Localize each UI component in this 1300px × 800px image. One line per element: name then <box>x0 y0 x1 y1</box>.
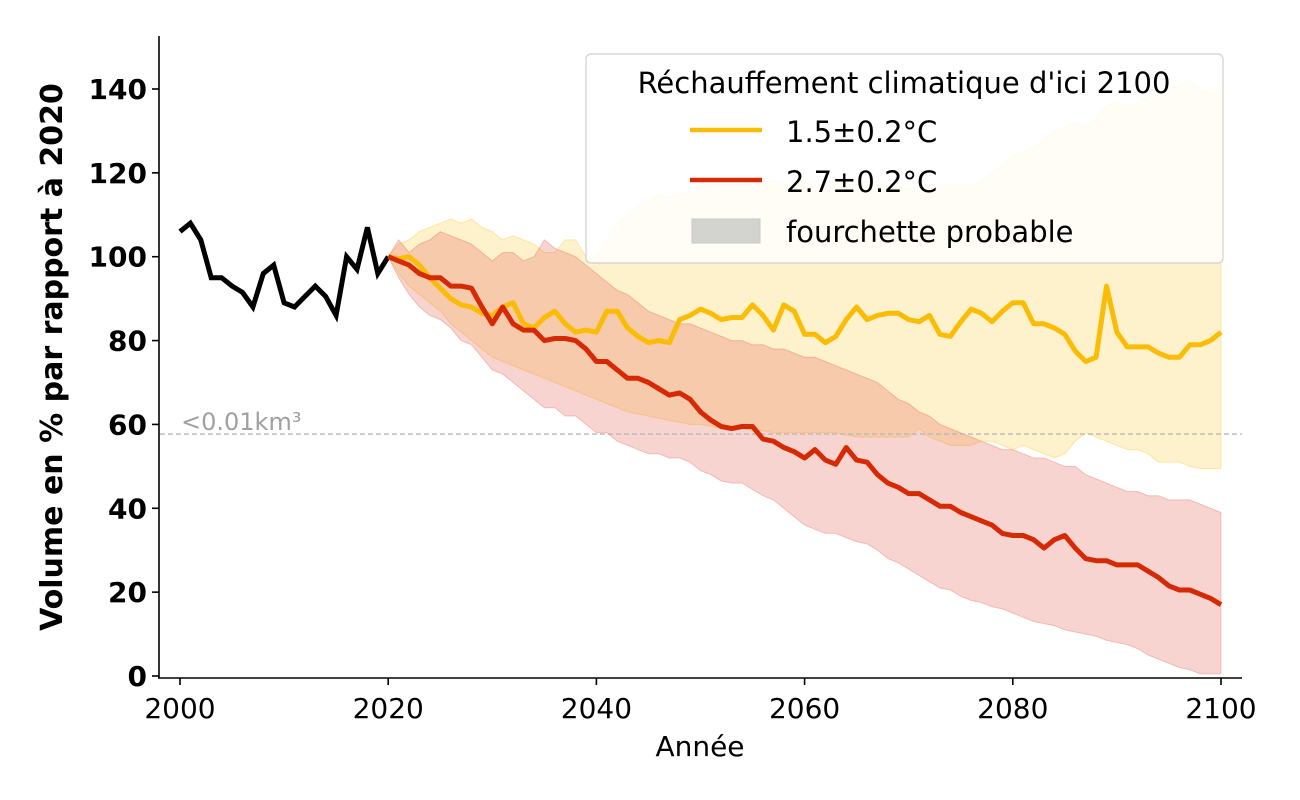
threshold-annotation: <0.01km³ <box>181 408 301 436</box>
x-ticks: 2000 2020 2040 2060 2080 2100 <box>144 678 1257 725</box>
y-tick-label: 100 <box>89 241 147 274</box>
x-tick-label: 2020 <box>353 692 424 725</box>
x-tick-label: 2000 <box>144 692 215 725</box>
line-2-7c <box>387 254 1223 607</box>
x-tick-label: 2100 <box>1185 692 1256 725</box>
x-tick-label: 2060 <box>769 692 840 725</box>
legend-label-1-5c: 1.5±0.2°C <box>786 115 937 149</box>
y-ticks: 0 20 40 60 80 100 120 140 <box>89 73 159 693</box>
y-tick-label: 140 <box>89 73 147 106</box>
legend-swatch-range <box>691 218 761 244</box>
y-tick-label: 120 <box>89 157 147 190</box>
legend-label-2-7c: 2.7±0.2°C <box>786 165 937 199</box>
y-axis-label: Volume en % par rapport à 2020 <box>35 83 70 631</box>
x-tick-label: 2040 <box>561 692 632 725</box>
legend: Réchauffement climatique d'ici 2100 1.5±… <box>585 53 1224 264</box>
x-tick-label: 2080 <box>977 692 1048 725</box>
series-lines <box>178 219 1223 607</box>
legend-box <box>585 53 1224 264</box>
threshold-line-group: <0.01km³ <box>160 408 1242 436</box>
line-1-5c <box>387 254 1223 364</box>
legend-title: Réchauffement climatique d'ici 2100 <box>638 66 1171 100</box>
y-tick-label: 0 <box>128 660 147 693</box>
y-tick-label: 40 <box>108 492 147 525</box>
x-axis-label: Année <box>655 730 744 763</box>
y-tick-label: 80 <box>108 325 147 358</box>
y-tick-label: 60 <box>108 408 147 441</box>
line-historical <box>178 219 391 323</box>
legend-label-range: fourchette probable <box>786 215 1074 249</box>
band-2-7c <box>387 231 1222 675</box>
y-tick-label: 20 <box>108 576 147 609</box>
